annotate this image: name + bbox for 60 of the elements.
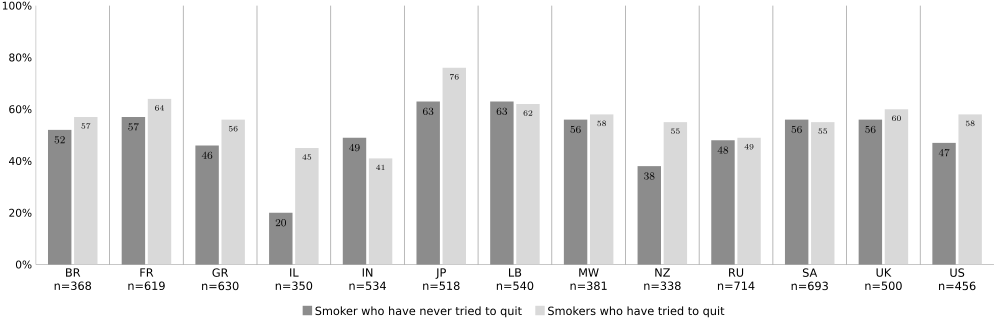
x-tick-label: IN n=534 [349,268,386,290]
bar [516,104,540,264]
y-tick-label: 40% [9,156,32,165]
bar [737,138,761,264]
y-tick-label: 100% [2,2,32,10]
data-label: 46 [202,152,212,159]
data-label: 63 [423,108,434,115]
data-label: 38 [644,172,654,180]
bar [958,114,982,264]
bar [590,114,614,264]
bar [122,116,146,264]
y-tick-label: 0% [16,260,32,268]
x-tick-label: RU n=714 [718,268,754,290]
data-label: 49 [349,144,360,152]
bar [884,109,908,264]
data-label: 56 [865,126,876,134]
bar [442,68,466,264]
bar [148,98,172,264]
bar [932,142,956,264]
y-tick-label: 80% [9,53,32,62]
data-label: 47 [938,148,950,156]
bar [490,101,514,264]
bar [221,120,245,264]
bar [784,120,808,264]
x-tick-label: IL n=350 [276,268,312,290]
data-label: 20 [276,218,286,226]
x-tick-label: BR n=368 [54,268,92,290]
bar [342,138,366,264]
x-tick-label: SA n=693 [792,268,828,290]
bar [48,130,72,264]
bar [416,101,440,264]
data-label: 56 [570,126,581,134]
bar [711,140,735,264]
bar [295,148,319,264]
data-label: 52 [54,136,65,144]
x-tick-label: NZ n=338 [644,268,681,290]
x-tick-label: JP n=518 [423,268,460,290]
legend-label: Smokers who have tried to quit [548,306,724,318]
y-tick-label: 60% [9,105,32,114]
y-tick-label: 20% [9,208,32,217]
bar [638,166,661,264]
data-label: 57 [128,123,139,130]
x-tick-label: LB n=540 [496,268,534,290]
bar [74,116,98,264]
data-label: 48 [718,146,728,154]
bar [368,158,392,264]
data-label: 63 [496,108,508,115]
bar [858,120,882,264]
bar [811,122,834,264]
legend-label: Smoker who have never tried to quit [316,306,522,318]
x-tick-label: GR n=630 [202,268,238,290]
bar [564,120,588,264]
x-tick-label: US n=456 [939,268,976,290]
bar [195,145,219,264]
bar [664,122,688,264]
x-tick-label: FR n=619 [128,268,165,290]
data-label: 56 [792,126,802,134]
x-tick-label: MW n=381 [570,268,607,290]
x-tick-label: UK n=500 [865,268,902,290]
bar [269,212,293,264]
